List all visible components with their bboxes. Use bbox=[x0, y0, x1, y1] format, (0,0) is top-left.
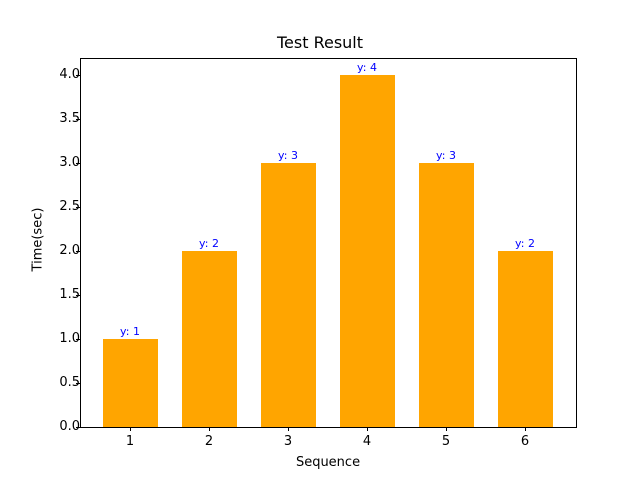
y-tick-mark bbox=[76, 383, 80, 384]
y-axis-label: Time(sec) bbox=[30, 207, 46, 272]
y-tick-label: 1.5 bbox=[59, 287, 80, 302]
x-tick-label: 6 bbox=[520, 434, 530, 449]
bar-value-label: y: 3 bbox=[436, 149, 456, 162]
bar bbox=[497, 251, 553, 427]
bar bbox=[102, 339, 158, 427]
x-tick-mark bbox=[525, 427, 526, 431]
y-tick-mark bbox=[76, 75, 80, 76]
bar bbox=[339, 75, 395, 427]
y-tick-mark bbox=[76, 339, 80, 340]
bar bbox=[260, 163, 316, 427]
y-tick-label: 3.0 bbox=[59, 155, 80, 170]
y-tick-mark bbox=[76, 251, 80, 252]
x-tick-mark bbox=[209, 427, 210, 431]
y-tick-mark bbox=[76, 119, 80, 120]
x-tick-label: 4 bbox=[362, 434, 372, 449]
chart-title: Test Result bbox=[276, 33, 364, 52]
y-tick-mark bbox=[76, 295, 80, 296]
bar bbox=[181, 251, 237, 427]
y-tick-mark bbox=[76, 163, 80, 164]
y-tick-label: 4.0 bbox=[59, 67, 80, 82]
x-tick-label: 3 bbox=[283, 434, 293, 449]
x-tick-label: 5 bbox=[441, 434, 451, 449]
x-tick-mark bbox=[367, 427, 368, 431]
bar-value-label: y: 4 bbox=[357, 61, 377, 74]
x-tick-label: 1 bbox=[125, 434, 135, 449]
y-tick-label: 2.5 bbox=[59, 199, 80, 214]
y-tick-label: 3.5 bbox=[59, 111, 80, 126]
y-tick-label: 1.0 bbox=[59, 331, 80, 346]
y-tick-label: 0.5 bbox=[59, 375, 80, 390]
x-tick-label: 2 bbox=[204, 434, 214, 449]
bar bbox=[418, 163, 474, 427]
y-tick-label: 2.0 bbox=[59, 243, 80, 258]
x-axis-label: Sequence bbox=[295, 455, 361, 470]
y-tick-label: 0.0 bbox=[59, 419, 80, 434]
x-tick-mark bbox=[130, 427, 131, 431]
plot-area bbox=[80, 58, 577, 428]
bar-value-label: y: 2 bbox=[515, 237, 535, 250]
bar-value-label: y: 2 bbox=[199, 237, 219, 250]
bar-value-label: y: 3 bbox=[278, 149, 298, 162]
x-tick-mark bbox=[446, 427, 447, 431]
bar-value-label: y: 1 bbox=[120, 325, 140, 338]
y-tick-mark bbox=[76, 427, 80, 428]
x-tick-mark bbox=[288, 427, 289, 431]
y-tick-mark bbox=[76, 207, 80, 208]
